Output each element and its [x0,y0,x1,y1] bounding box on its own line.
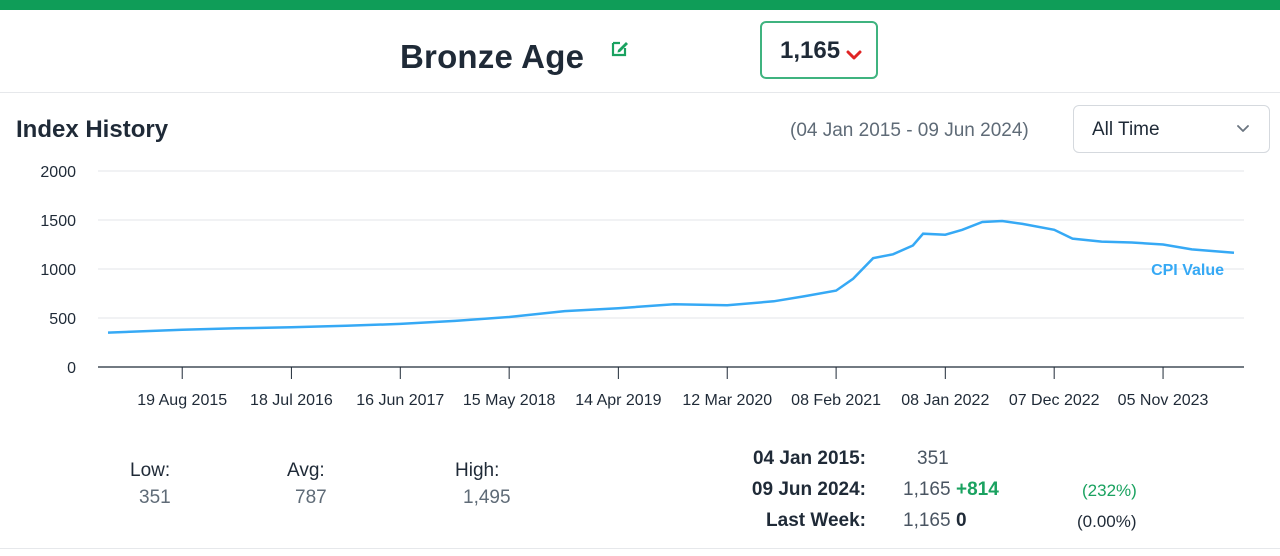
series-label: CPI Value [1151,262,1224,279]
x-tick-label: 05 Nov 2023 [1118,392,1209,409]
y-tick-label: 1500 [40,213,76,230]
x-tick-label: 14 Apr 2019 [575,392,661,409]
chevron-down-icon [1237,125,1249,132]
index-history-title: Index History [16,116,169,143]
low-label: Low: [130,460,171,481]
change-end-percent: (232%) [1082,481,1137,500]
index-history-chart: 0 500 1000 1500 2000 19 Aug 2015 18 Jul 2016 1… [40,164,1244,409]
x-tick-label: 08 Feb 2021 [791,392,881,409]
x-tick-label: 19 Aug 2015 [137,392,227,409]
top-accent-bar [0,0,1280,10]
change-start-label: 04 Jan 2015: [752,448,866,469]
x-tick-label: 15 May 2018 [463,392,556,409]
current-value-box: 1,165 [760,21,878,79]
down-chevron-icon [846,50,862,60]
avg-label: Avg: [287,460,325,481]
page-title: Bronze Age [400,38,585,75]
cpi-value-line [107,219,1235,334]
y-tick-label: 2000 [40,164,76,181]
change-end-delta: +814 [956,479,999,500]
change-end-label: 09 Jun 2024: [751,479,866,500]
header: Bronze Age 1,165 [0,10,1280,93]
last-week-label: Last Week: [766,510,866,531]
y-tick-label: 1000 [40,262,76,279]
date-range: (04 Jan 2015 - 09 Jun 2024) [790,120,1029,141]
change-start-value: 351 [917,448,949,469]
x-tick-label: 08 Jan 2022 [901,392,989,409]
last-week-percent: (0.00%) [1077,512,1137,531]
y-tick-label: 0 [67,360,76,377]
y-tick-label: 500 [49,311,76,328]
x-tick-label: 18 Jul 2016 [250,392,333,409]
bottom-divider [0,548,1280,549]
current-value: 1,165 [780,37,841,64]
x-tick-label: 16 Jun 2017 [356,392,444,409]
x-tick-label: 07 Dec 2022 [1009,392,1100,409]
x-tick-label: 12 Mar 2020 [682,392,772,409]
change-end-value: 1,165 [903,479,951,500]
last-week-value: 1,165 [903,510,951,531]
low-value: 351 [139,487,171,508]
avg-value: 787 [295,487,327,508]
high-value: 1,495 [463,487,511,508]
time-range-select[interactable]: All Time [1073,105,1270,153]
edit-icon[interactable] [610,38,630,58]
last-week-delta: 0 [956,510,967,531]
high-label: High: [455,460,500,481]
time-range-selected: All Time [1092,119,1160,140]
